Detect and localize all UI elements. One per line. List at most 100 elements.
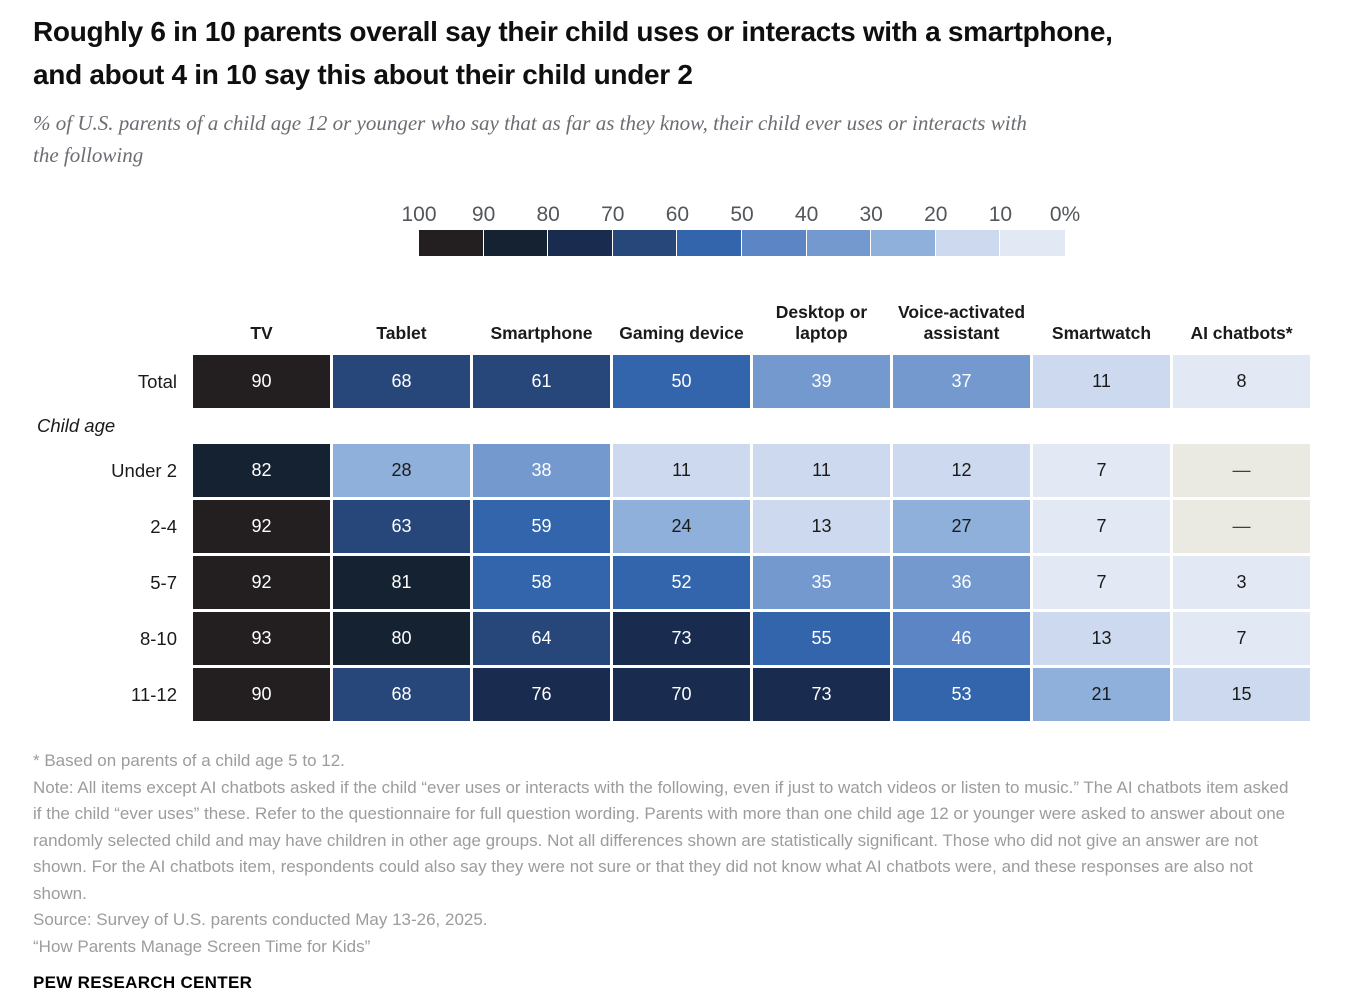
heatmap-cell: 11 [753, 444, 890, 497]
heatmap-cell: — [1173, 444, 1310, 497]
heatmap-cell: 73 [613, 612, 750, 665]
legend-swatch [483, 230, 549, 256]
table-corner-spacer [33, 266, 190, 352]
column-header: Voice-activated assistant [897, 302, 1026, 343]
heatmap-cell: 55 [753, 612, 890, 665]
heatmap-cell: 24 [613, 500, 750, 553]
source-line: Source: Survey of U.S. parents conducted… [33, 910, 488, 929]
subtitle-line-1: % of U.S. parents of a child age 12 or y… [33, 111, 1027, 135]
column-header: Gaming device [619, 323, 744, 343]
methodology-note: Note: All items except AI chatbots asked… [33, 777, 1289, 903]
legend-tick-label: 70 [601, 203, 625, 226]
legend-swatch [935, 230, 1001, 256]
legend-swatch [806, 230, 872, 256]
row-label: 8-10 [139, 627, 177, 649]
legend-swatch [741, 230, 807, 256]
heatmap-cell: 63 [333, 500, 470, 553]
subtitle: % of U.S. parents of a child age 12 or y… [33, 107, 1320, 171]
legend-tick-label: 90 [471, 203, 496, 226]
heatmap-cell: 50 [613, 355, 750, 408]
legend-swatch [612, 230, 678, 256]
row-label: Under 2 [111, 459, 177, 481]
legend-swatch [871, 230, 936, 256]
legend-tick-label: 100 [401, 203, 437, 226]
heatmap-cell: 59 [473, 500, 610, 553]
legend-swatch [548, 230, 613, 256]
legend-swatch [419, 230, 484, 256]
heatmap-cell: 53 [893, 668, 1030, 721]
legend-tick-label: 0% [1049, 203, 1081, 226]
column-header: AI chatbots* [1190, 323, 1293, 343]
heatmap-cell: 70 [613, 668, 750, 721]
heatmap-cell: 7 [1033, 444, 1170, 497]
section-label-child-age: Child age [37, 415, 116, 436]
heatmap-cell: 27 [893, 500, 1030, 553]
heatmap-cell: 39 [753, 355, 890, 408]
heatmap-cell: 7 [1033, 556, 1170, 609]
row-label: 2-4 [150, 515, 177, 537]
heatmap-table: TV Tablet Smartphone Gaming device Desktop o… [33, 266, 1310, 721]
row-label: 11-12 [131, 683, 177, 705]
heatmap-cell: 92 [193, 556, 330, 609]
heatmap-cell: 8 [1173, 355, 1310, 408]
legend-swatch [1000, 230, 1065, 256]
heatmap-cell: 13 [1033, 612, 1170, 665]
heatmap-cell: 7 [1173, 612, 1310, 665]
pew-research-center-wordmark: PEW RESEARCH CENTER [33, 973, 253, 992]
heatmap-cell: 93 [193, 612, 330, 665]
heatmap-cell: 3 [1173, 556, 1310, 609]
heatmap-cell: 58 [473, 556, 610, 609]
subtitle-line-2: the following [33, 143, 144, 167]
column-header: TV [250, 323, 273, 343]
column-header: Desktop or laptop [775, 302, 868, 343]
legend-tick-label: 30 [859, 203, 883, 226]
column-header: Smartwatch [1051, 323, 1152, 343]
heatmap-cell: 35 [753, 556, 890, 609]
heatmap-cell: 80 [333, 612, 470, 665]
legend-swatch [677, 230, 742, 256]
heatmap-cell: 13 [753, 500, 890, 553]
heatmap-cell: 38 [473, 444, 610, 497]
heatmap-cell: 46 [893, 612, 1030, 665]
asterisk-note: * Based on parents of a child age 5 to 1… [33, 751, 345, 770]
footnotes: * Based on parents of a child age 5 to 1… [33, 748, 1295, 960]
heatmap-cell: 68 [333, 668, 470, 721]
heatmap-cell: 11 [613, 444, 750, 497]
heatmap-cell: 37 [893, 355, 1030, 408]
heatmap-cell: 90 [193, 668, 330, 721]
legend-tick-label: 80 [536, 203, 560, 226]
legend-tick-label: 50 [730, 203, 754, 226]
heatmap-cell: 21 [1033, 668, 1170, 721]
heatmap-cell: 11 [1033, 355, 1170, 408]
title-line-1: Roughly 6 in 10 parents overall say thei… [33, 16, 1113, 47]
heatmap-cell: 36 [893, 556, 1030, 609]
column-header: Smartphone [490, 323, 593, 343]
legend-tick-label: 10 [988, 203, 1013, 226]
legend-tick-label: 60 [665, 203, 690, 226]
title-line-2: and about 4 in 10 say this about their c… [33, 59, 693, 90]
page-title: Roughly 6 in 10 parents overall say thei… [33, 10, 1320, 96]
row-label: 5-7 [150, 571, 177, 593]
heatmap-cell: 7 [1033, 500, 1170, 553]
color-scale-bar [419, 230, 1065, 256]
heatmap-cell: 81 [333, 556, 470, 609]
heatmap-cell: 12 [893, 444, 1030, 497]
heatmap-cell: 82 [193, 444, 330, 497]
heatmap-cell: 68 [333, 355, 470, 408]
legend-tick-label: 20 [924, 203, 948, 226]
color-scale-tick-labels: 100 90 80 70 60 50 40 30 20 10 0% [401, 203, 1080, 230]
heatmap-cell: 64 [473, 612, 610, 665]
row-label: Total [137, 370, 177, 392]
heatmap-cell: 15 [1173, 668, 1310, 721]
heatmap-cell: 73 [753, 668, 890, 721]
heatmap-cell: 61 [473, 355, 610, 408]
heatmap-cell: 76 [473, 668, 610, 721]
heatmap-cell: — [1173, 500, 1310, 553]
column-header: Tablet [376, 323, 427, 343]
report-title-line: “How Parents Manage Screen Time for Kids… [33, 936, 371, 956]
heatmap-cell: 52 [613, 556, 750, 609]
color-scale-legend: 100 90 80 70 60 50 40 30 20 10 0% [401, 203, 1080, 256]
heatmap-cell: 90 [193, 355, 330, 408]
heatmap-cell: 92 [193, 500, 330, 553]
